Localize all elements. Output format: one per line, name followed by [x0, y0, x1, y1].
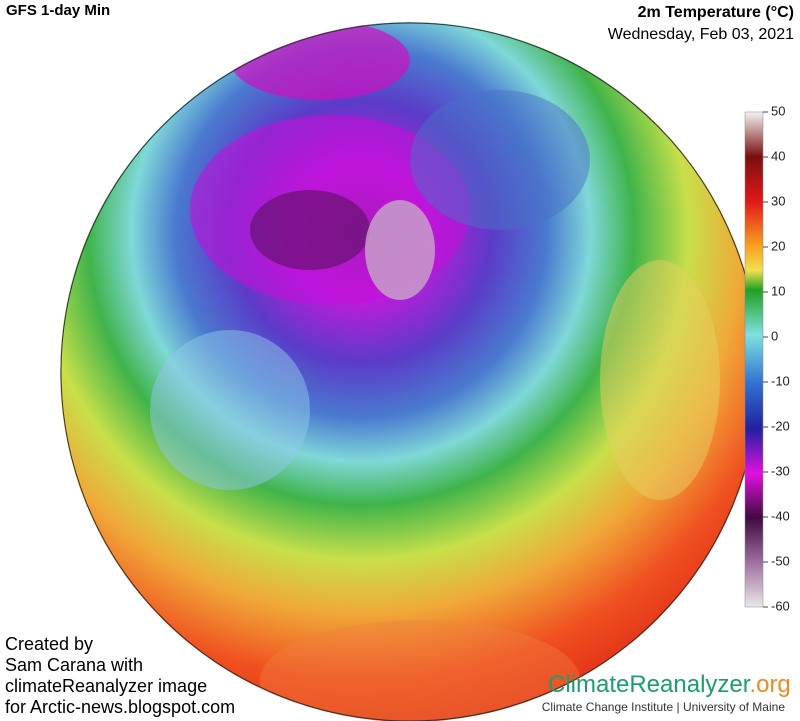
colorbar-label: -40 [771, 508, 790, 523]
colorbar-label: 10 [771, 283, 785, 298]
logo-subtitle: Climate Change Institute | University of… [542, 700, 786, 714]
credit-line: climateReanalyzer image [5, 676, 207, 696]
colorbar-label: -50 [771, 553, 790, 568]
colorbar-label: 40 [771, 148, 785, 163]
colorbar-label: 20 [771, 238, 785, 253]
logo-suffix: .org [749, 671, 790, 698]
colorbar-label: -10 [771, 373, 790, 388]
colorbar-ticks: 50 40 30 20 10 0 -10 -20 -30 -40 -50 -60 [763, 103, 790, 613]
colorbar-label: -30 [771, 463, 790, 478]
colorbar-label: -20 [771, 418, 790, 433]
colorbar-label: 0 [771, 328, 778, 343]
colorbar [744, 111, 764, 608]
logo: ClimateReanalyzer.org [548, 671, 791, 698]
credit-line: Sam Carana with [5, 655, 143, 675]
credit-line: for Arctic-news.blogspot.com [5, 697, 235, 717]
globe [60, 22, 760, 721]
variable-title: 2m Temperature (°C) [638, 4, 794, 21]
colorbar-label: 30 [771, 193, 785, 208]
colorbar-label: -60 [771, 598, 790, 613]
credit-line: Created by [5, 634, 93, 654]
map-title: GFS 1-day Min [6, 2, 110, 19]
colorbar-label: 50 [771, 103, 785, 118]
date: Wednesday, Feb 03, 2021 [608, 26, 794, 43]
logo-name: ClimateReanalyzer [548, 671, 751, 698]
